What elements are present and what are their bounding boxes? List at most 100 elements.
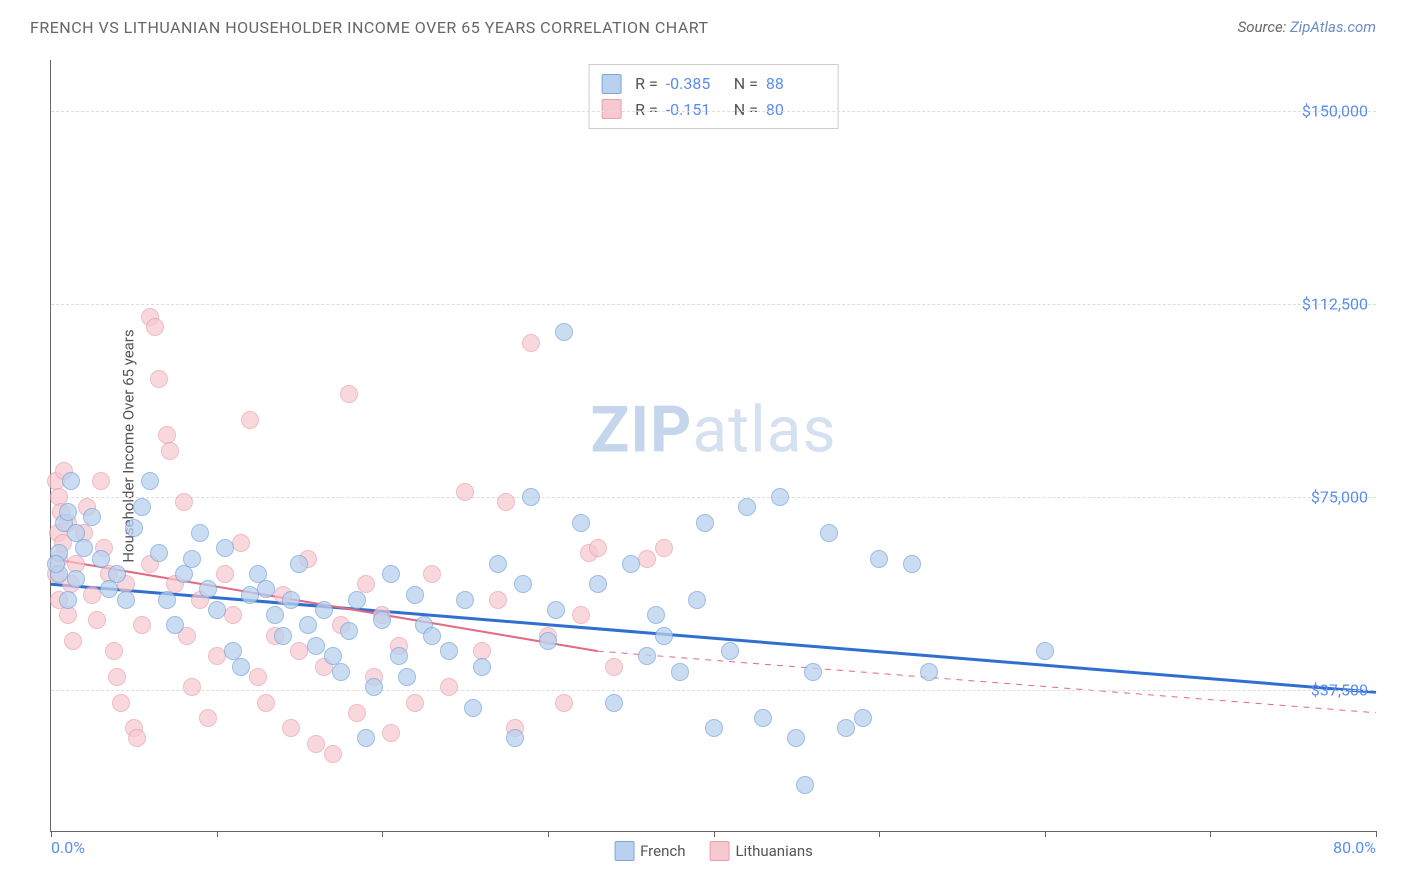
data-point — [125, 519, 143, 537]
data-point — [547, 601, 565, 619]
x-tick — [217, 831, 218, 837]
data-point — [133, 498, 151, 516]
data-point — [340, 622, 358, 640]
y-tick-label: $37,500 — [1311, 680, 1368, 699]
data-point — [299, 616, 317, 634]
data-point — [92, 472, 110, 490]
data-point — [88, 611, 106, 629]
series-legend: French Lithuanians — [614, 841, 813, 861]
data-point — [67, 570, 85, 588]
data-point — [406, 586, 424, 604]
data-point — [75, 539, 93, 557]
data-point — [83, 508, 101, 526]
data-point — [59, 503, 77, 521]
y-tick-label: $112,500 — [1302, 295, 1368, 314]
data-point — [161, 442, 179, 460]
data-point — [514, 575, 532, 593]
data-point — [440, 642, 458, 660]
data-point — [108, 565, 126, 583]
data-point — [175, 565, 193, 583]
data-point — [340, 385, 358, 403]
x-tick — [51, 831, 52, 837]
correlation-row: R =-0.151N =80 — [601, 97, 826, 123]
chart-container: FRENCH VS LITHUANIAN HOUSEHOLDER INCOME … — [0, 0, 1406, 892]
data-point — [59, 606, 77, 624]
data-point — [241, 411, 259, 429]
data-point — [117, 591, 135, 609]
data-point — [589, 539, 607, 557]
data-point — [705, 719, 723, 737]
data-point — [589, 575, 607, 593]
watermark-bold: ZIP — [591, 393, 693, 468]
legend-item: French — [614, 841, 685, 861]
data-point — [497, 493, 515, 511]
header: FRENCH VS LITHUANIAN HOUSEHOLDER INCOME … — [0, 0, 1406, 47]
y-tick-label: $75,000 — [1311, 487, 1368, 506]
data-point — [92, 550, 110, 568]
data-point — [64, 632, 82, 650]
data-point — [216, 539, 234, 557]
data-point — [473, 658, 491, 676]
data-point — [108, 668, 126, 686]
x-tick — [548, 831, 549, 837]
gridline — [51, 690, 1376, 691]
correlation-row: R =-0.385N =88 — [601, 71, 826, 97]
gridline — [51, 497, 1376, 498]
data-point — [208, 601, 226, 619]
data-point — [771, 488, 789, 506]
data-point — [456, 483, 474, 501]
data-point — [83, 586, 101, 604]
data-point — [158, 591, 176, 609]
trend-line — [598, 651, 1376, 713]
data-point — [208, 647, 226, 665]
data-point — [324, 745, 342, 763]
data-point — [141, 472, 159, 490]
legend-item: Lithuanians — [709, 841, 812, 861]
x-tick — [1210, 831, 1211, 837]
data-point — [754, 709, 772, 727]
data-point — [199, 580, 217, 598]
data-point — [539, 632, 557, 650]
r-value: -0.151 — [666, 97, 726, 123]
data-point — [332, 663, 350, 681]
data-point — [638, 647, 656, 665]
x-tick — [714, 831, 715, 837]
watermark-light: atlas — [692, 393, 836, 468]
data-point — [837, 719, 855, 737]
data-point — [738, 498, 756, 516]
source-label: Source: — [1238, 18, 1290, 36]
legend-swatch — [614, 841, 634, 861]
data-point — [266, 606, 284, 624]
data-point — [605, 658, 623, 676]
legend-swatch — [601, 99, 621, 119]
correlation-legend: R =-0.385N =88R =-0.151N =80 — [588, 64, 839, 129]
data-point — [191, 524, 209, 542]
data-point — [290, 555, 308, 573]
data-point — [671, 663, 689, 681]
data-point — [382, 724, 400, 742]
data-point — [572, 514, 590, 532]
data-point — [382, 565, 400, 583]
data-point — [307, 735, 325, 753]
data-point — [146, 318, 164, 336]
legend-swatch — [601, 74, 621, 94]
data-point — [1036, 642, 1054, 660]
data-point — [787, 729, 805, 747]
data-point — [150, 370, 168, 388]
data-point — [605, 694, 623, 712]
r-label: R = — [635, 71, 658, 97]
data-point — [373, 611, 391, 629]
source-link[interactable]: ZipAtlas.com — [1290, 18, 1376, 36]
x-tick — [382, 831, 383, 837]
data-point — [357, 729, 375, 747]
y-tick-label: $150,000 — [1302, 102, 1368, 121]
data-point — [721, 642, 739, 660]
data-point — [307, 637, 325, 655]
data-point — [241, 586, 259, 604]
gridline — [51, 111, 1376, 112]
n-value: 80 — [766, 97, 826, 123]
data-point — [216, 565, 234, 583]
data-point — [257, 580, 275, 598]
data-point — [464, 699, 482, 717]
data-point — [638, 550, 656, 568]
